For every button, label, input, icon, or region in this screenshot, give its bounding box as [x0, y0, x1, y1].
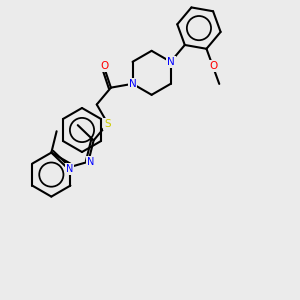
- Text: N: N: [167, 57, 175, 67]
- Text: O: O: [210, 61, 218, 71]
- Text: N: N: [129, 79, 136, 89]
- Text: O: O: [100, 61, 108, 71]
- Text: N: N: [87, 157, 94, 167]
- Text: S: S: [104, 118, 111, 128]
- Text: N: N: [65, 164, 73, 174]
